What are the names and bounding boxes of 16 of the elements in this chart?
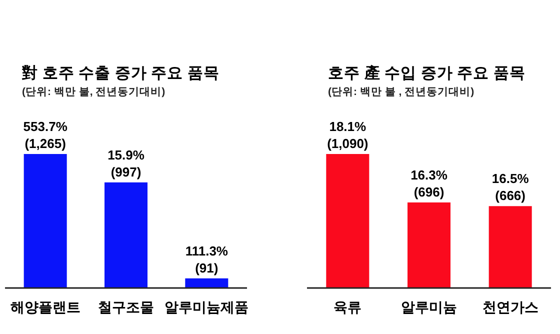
data-label: 111.3% (91): [185, 243, 228, 276]
data-label: 15.9% (997): [108, 147, 145, 180]
x-tick-label: 천연가스: [482, 299, 538, 315]
chart-subtitle: (단위: 백만 불 , 전년동기대비): [328, 86, 474, 98]
chart-title: 호주 產 수입 증가 주요 품목: [328, 64, 526, 82]
data-label: 16.5% (666): [492, 171, 530, 204]
chart-subtitle: (단위: 백만 불, 전년동기대비): [22, 86, 166, 98]
x-tick-label: 육류: [334, 299, 362, 315]
x-tick-label: 철구조물: [98, 299, 154, 315]
data-label: 553.7% (1,265): [23, 119, 68, 151]
data-label: 16.3% (696): [410, 167, 448, 200]
x-tick-label: 알루미늄: [401, 299, 457, 315]
data-label: 18.1% (1,090): [327, 119, 368, 151]
x-tick-label: 알루미늄제품: [164, 299, 249, 315]
chart-title: 對 호주 수출 증가 주요 품목: [21, 64, 220, 82]
x-tick-label: 해양플랜트: [10, 299, 80, 315]
